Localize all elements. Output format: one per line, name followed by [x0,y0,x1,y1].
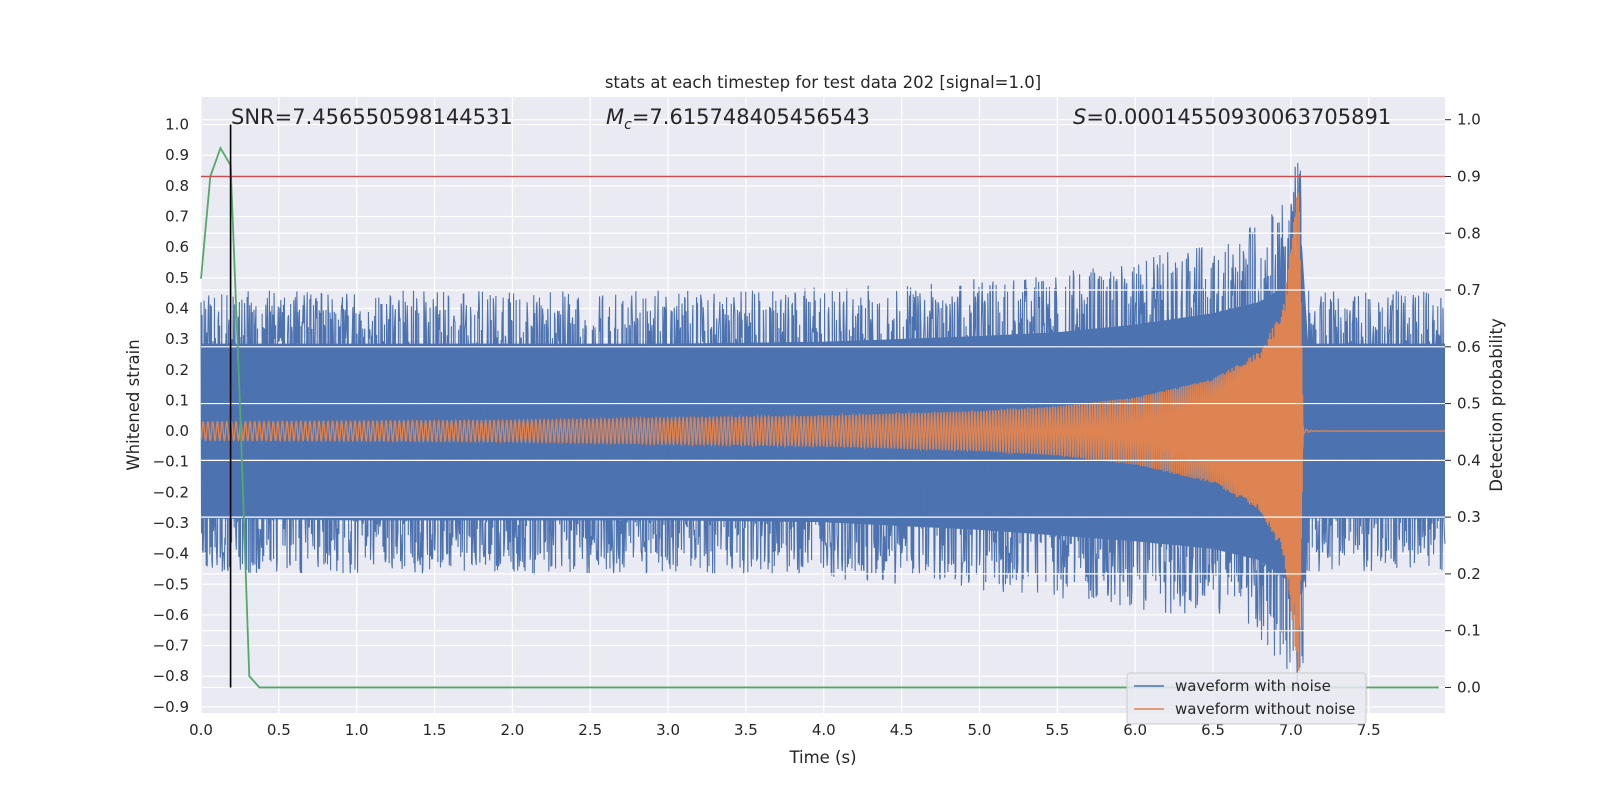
left-y-tick-label: 0.1 [165,391,189,409]
legend: waveform with noise waveform without noi… [1126,672,1367,725]
right-y-tick-label: 0.9 [1457,167,1481,185]
left-y-tick-label: 1.0 [165,116,189,134]
left-y-tick-label: 0.3 [165,330,189,348]
left-y-tick-label: −0.9 [153,698,189,716]
clean-waveform-line [200,192,1445,671]
left-y-tick-label: −0.6 [153,606,189,624]
score-value: =0.00014550930063705891 [1086,105,1391,129]
right-axis-grid [201,119,1445,689]
clean-waveform-series [200,192,1445,671]
noisy-waveform-line [200,162,1446,687]
left-y-tick-label: −0.2 [153,483,189,501]
x-tick-label: 0.5 [267,721,291,739]
x-tick-label: 4.5 [890,721,914,739]
score-annotation: S=0.00014550930063705891 [1073,105,1391,129]
left-y-tick-label: 0.5 [165,269,189,287]
x-tick-label: 1.5 [423,721,447,739]
chirp-mass-symbol: M [606,105,624,129]
x-tick-label: 6.0 [1123,721,1147,739]
x-tick-label: 3.5 [734,721,758,739]
chirp-mass-subscript: c [624,117,632,133]
right-y-tick-label: 0.4 [1457,451,1481,469]
x-tick-label: 7.5 [1357,721,1381,739]
right-y-tick-label: 0.7 [1457,281,1481,299]
chirp-mass-value: =7.615748405456543 [632,105,870,129]
right-y-tick-label: 0.5 [1457,395,1481,413]
left-y-tick-label: 0.4 [165,299,189,317]
x-axis-ticks: 0.0 0.5 1.0 1.5 2.0 2.5 3.0 3.5 4.0 4.5 5.0 5.5 6.0 6… [189,721,1381,739]
x-tick-label: 2.0 [500,721,524,739]
x-axis-label: Time (s) [788,748,856,767]
x-tick-label: 4.0 [812,721,836,739]
left-y-tick-label: −0.4 [153,545,189,563]
left-y-tick-label: 0.0 [165,422,189,440]
right-y-tick-label: 0.0 [1457,678,1481,696]
x-tick-label: 7.0 [1279,721,1303,739]
left-y-tick-label: 0.6 [165,238,189,256]
x-tick-label: 1.0 [345,721,369,739]
left-y-tick-label: −0.1 [153,453,189,471]
noisy-waveform-series [200,162,1446,687]
right-axis-ticks: 1.0 0.9 0.8 0.7 0.6 0.5 0.4 0.3 0.2 0.1 0.0 [1445,111,1481,696]
legend-label-clean: waveform without noise [1175,700,1355,718]
probability-series [200,145,1439,689]
x-tick-label: 0.0 [189,721,213,739]
probability-line [200,145,1439,689]
snr-annotation: SNR=7.456550598144531 [231,105,513,129]
y-axis-label-right: Detection probability [1487,318,1506,492]
legend-label-noisy: waveform with noise [1175,677,1331,695]
left-y-tick-label: −0.3 [153,514,189,532]
right-y-tick-label: 0.2 [1457,565,1481,583]
left-y-tick-label: −0.8 [153,667,189,685]
right-y-tick-label: 0.8 [1457,224,1481,242]
x-tick-label: 6.5 [1201,721,1225,739]
reference-lines [201,124,1445,688]
left-axis-ticks: 1.0 0.9 0.8 0.7 0.6 0.5 0.4 0.3 0.2 0.1 0.0 −0.1 −0.… [153,116,189,716]
x-tick-label: 3.0 [656,721,680,739]
x-tick-label: 5.5 [1045,721,1069,739]
y-axis-label-left: Whitened strain [124,339,143,470]
right-y-tick-label: 0.6 [1457,338,1481,356]
right-y-tick-label: 1.0 [1457,111,1481,129]
x-tick-label: 2.5 [578,721,602,739]
left-y-tick-label: 0.8 [165,177,189,195]
chart-title: stats at each timestep for test data 202… [605,73,1041,92]
score-symbol: S [1073,105,1086,129]
left-y-tick-label: 0.7 [165,208,189,226]
right-y-tick-label: 0.1 [1457,622,1481,640]
left-y-tick-label: −0.5 [153,575,189,593]
chirp-mass-annotation: Mc=7.615748405456543 [606,105,870,133]
left-y-tick-label: 0.2 [165,361,189,379]
right-y-tick-label: 0.3 [1457,508,1481,526]
x-tick-label: 5.0 [968,721,992,739]
legend-box [1126,672,1367,725]
left-y-tick-label: 0.9 [165,146,189,164]
left-y-tick-label: −0.7 [153,637,189,655]
